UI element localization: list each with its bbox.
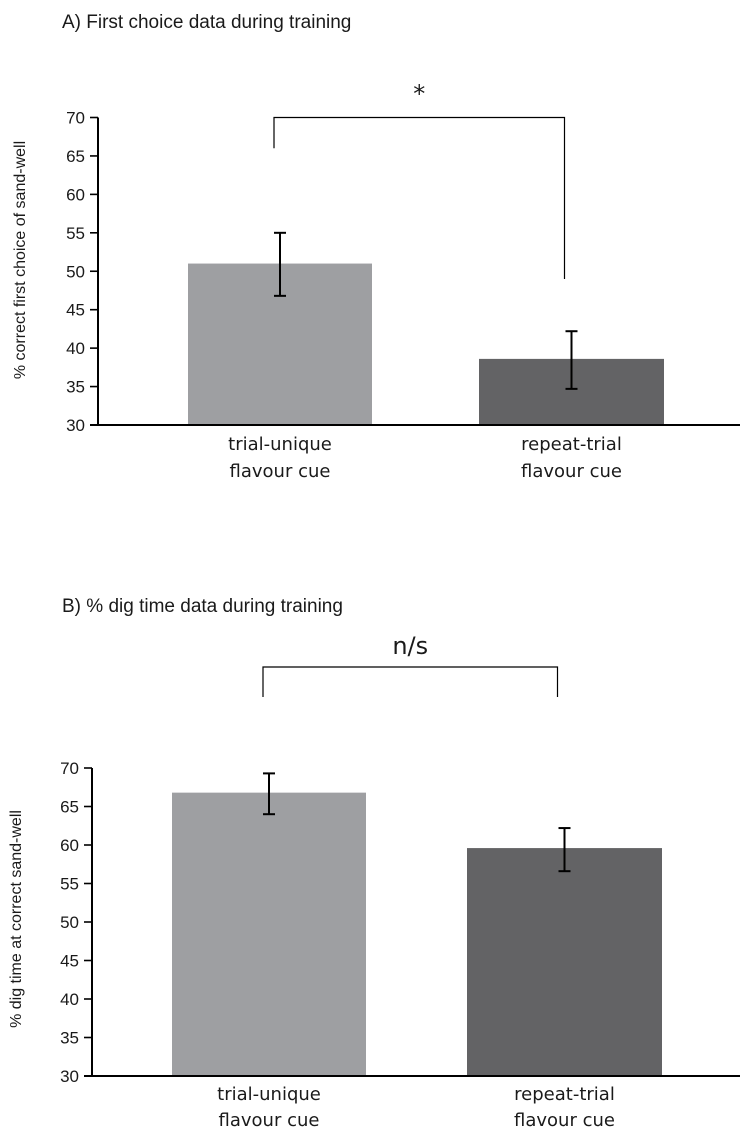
y-tick-label: 35: [66, 378, 85, 397]
chart-panel-b: B) % dig time data during training % dig …: [8, 596, 740, 1131]
y-tick-label: 55: [66, 224, 85, 243]
y-tick-label: 60: [60, 836, 79, 855]
bar-1: [172, 792, 366, 1076]
y-axis-label: % dig time at correct sand-well: [8, 810, 25, 1028]
y-tick-label: 55: [60, 875, 79, 894]
category-label-line2: flavour cue: [521, 461, 622, 482]
category-label-line2: flavour cue: [514, 1110, 615, 1131]
error-bar-2: [565, 330, 578, 390]
y-tick-label: 65: [66, 147, 85, 166]
y-tick-label: 65: [60, 798, 79, 817]
bar-2: [467, 848, 662, 1076]
chart-panel-a: A) First choice data during training % co…: [12, 12, 740, 482]
y-tick-label: 45: [60, 952, 79, 971]
y-tick-label: 30: [66, 416, 85, 435]
y-tick-label: 60: [66, 185, 85, 204]
category-label-line1: trial-unique: [228, 434, 332, 455]
y-tick-label: 40: [60, 990, 79, 1009]
y-tick-label: 70: [60, 759, 79, 778]
significance-label: *: [413, 80, 425, 108]
y-tick-label: 50: [60, 913, 79, 932]
y-tick-label: 45: [66, 301, 85, 320]
category-label-line1: repeat-trial: [514, 1084, 615, 1105]
y-tick-label: 70: [66, 109, 85, 128]
y-tick-label: 30: [60, 1067, 79, 1086]
y-tick-label: 50: [66, 262, 85, 281]
chart-title: B) % dig time data during training: [62, 596, 343, 617]
category-label-line1: trial-unique: [217, 1084, 321, 1105]
significance-bracket: [273, 116, 566, 279]
category-label-line1: repeat-trial: [521, 434, 622, 455]
y-tick-label: 40: [66, 339, 85, 358]
significance-label: n/s: [392, 632, 428, 660]
significance-bracket: [262, 666, 559, 697]
category-label-line2: flavour cue: [230, 461, 331, 482]
y-tick-label: 35: [60, 1029, 79, 1048]
error-bar-1: [263, 772, 275, 816]
error-bar-1: [274, 231, 286, 297]
y-axis-label: % correct first choice of sand-well: [12, 141, 29, 379]
category-label-line2: flavour cue: [219, 1110, 320, 1131]
error-bar-2: [558, 827, 571, 873]
chart-title: A) First choice data during training: [62, 12, 351, 33]
